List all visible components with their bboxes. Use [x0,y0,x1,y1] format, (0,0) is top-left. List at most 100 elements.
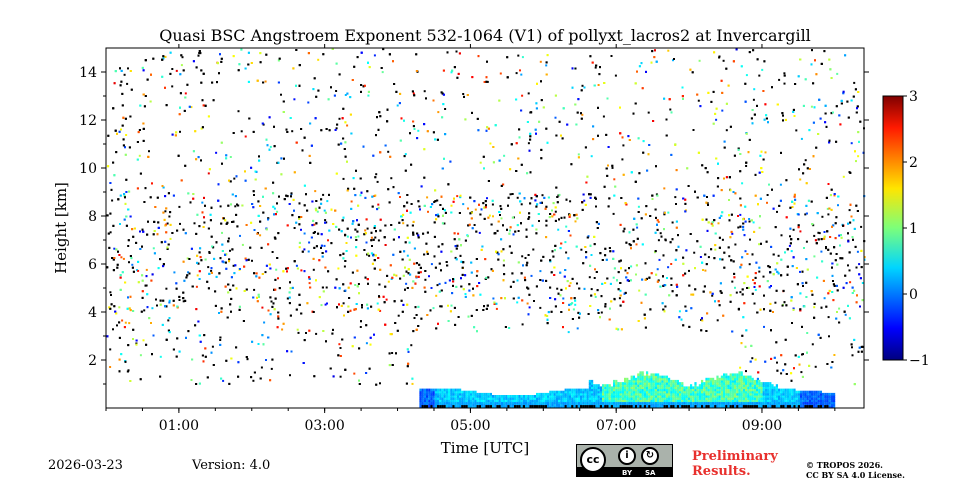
noise-cell [470,314,473,317]
noise-cell [210,235,213,238]
noise-cell [296,328,299,331]
noise-cell [260,246,263,249]
noise-cell [307,250,310,253]
noise-cell [411,377,414,380]
noise-cell [556,201,559,204]
noise-cell [392,253,395,256]
noise-cell [779,183,782,186]
noise-cell [782,369,785,372]
noise-cell [574,220,577,223]
noise-cell [399,139,402,142]
noise-cell [680,318,683,321]
noise-cell [264,187,267,190]
noise-cell [723,177,725,180]
noise-cell [263,321,266,324]
noise-cell [383,236,386,239]
noise-cell [207,287,210,290]
noise-cell [582,262,585,265]
noise-cell [336,306,338,309]
noise-cell [141,228,144,231]
noise-cell [232,284,235,287]
noise-cell [129,215,132,218]
noise-cell [782,114,784,117]
noise-cell [710,248,713,251]
noise-cell [357,235,360,238]
noise-cell [310,236,313,239]
noise-cell [733,272,736,275]
noise-cell [689,68,692,71]
noise-cell [506,56,509,59]
noise-cell [857,91,860,93]
noise-cell [434,266,437,269]
noise-cell [518,192,521,195]
noise-cell [716,185,719,188]
noise-cell [277,161,280,164]
noise-cell [367,252,370,255]
noise-cell [750,344,753,347]
noise-cell [845,282,848,285]
noise-cell [407,362,410,365]
noise-cell [423,148,426,151]
noise-cell [414,282,417,285]
noise-cell [515,170,518,172]
noise-cell [400,215,403,218]
noise-cell [311,200,314,203]
noise-cell [244,170,246,173]
noise-cell [497,258,500,261]
noise-cell [388,53,391,56]
noise-cell [490,268,493,271]
noise-cell [384,144,387,147]
noise-cell [278,57,281,60]
noise-cell [256,79,259,82]
noise-cell [292,198,295,201]
noise-cell [567,257,570,260]
noise-cell [563,275,566,278]
noise-cell [354,228,357,231]
noise-cell [674,143,677,146]
noise-cell [835,284,838,287]
noise-cell [555,186,558,189]
noise-cell [645,205,648,208]
noise-cell [820,238,823,241]
noise-cell [613,178,616,181]
noise-cell [405,382,408,385]
noise-cell [425,97,427,100]
noise-cell [251,340,254,343]
noise-cell [734,243,737,246]
noise-cell [454,245,457,248]
noise-cell [118,321,121,324]
noise-cell [270,300,273,303]
noise-cell [806,351,808,354]
noise-cell [125,191,128,193]
noise-cell [447,320,450,322]
noise-cell [574,103,577,106]
noise-cell [491,199,494,202]
noise-cell [485,204,487,207]
noise-cell [195,232,198,235]
noise-cell [811,343,814,346]
noise-cell [405,282,408,285]
noise-cell [142,122,145,125]
noise-cell [139,172,142,175]
noise-cell [338,287,341,290]
noise-cell [229,288,232,291]
noise-cell [814,59,816,62]
noise-cell [161,185,164,187]
noise-cell [815,73,818,76]
noise-cell [562,297,565,300]
noise-cell [500,238,503,241]
noise-cell [688,269,690,272]
noise-cell [379,151,382,154]
noise-cell [498,211,501,213]
noise-cell [198,225,201,228]
noise-cell [398,236,400,239]
noise-cell [776,369,779,372]
noise-cell [535,102,538,105]
noise-cell [520,272,523,275]
noise-cell [227,291,230,294]
noise-cell [794,354,797,357]
noise-cell [273,308,276,311]
noise-cell [782,289,785,292]
noise-cell [437,322,439,325]
noise-cell [111,199,114,202]
